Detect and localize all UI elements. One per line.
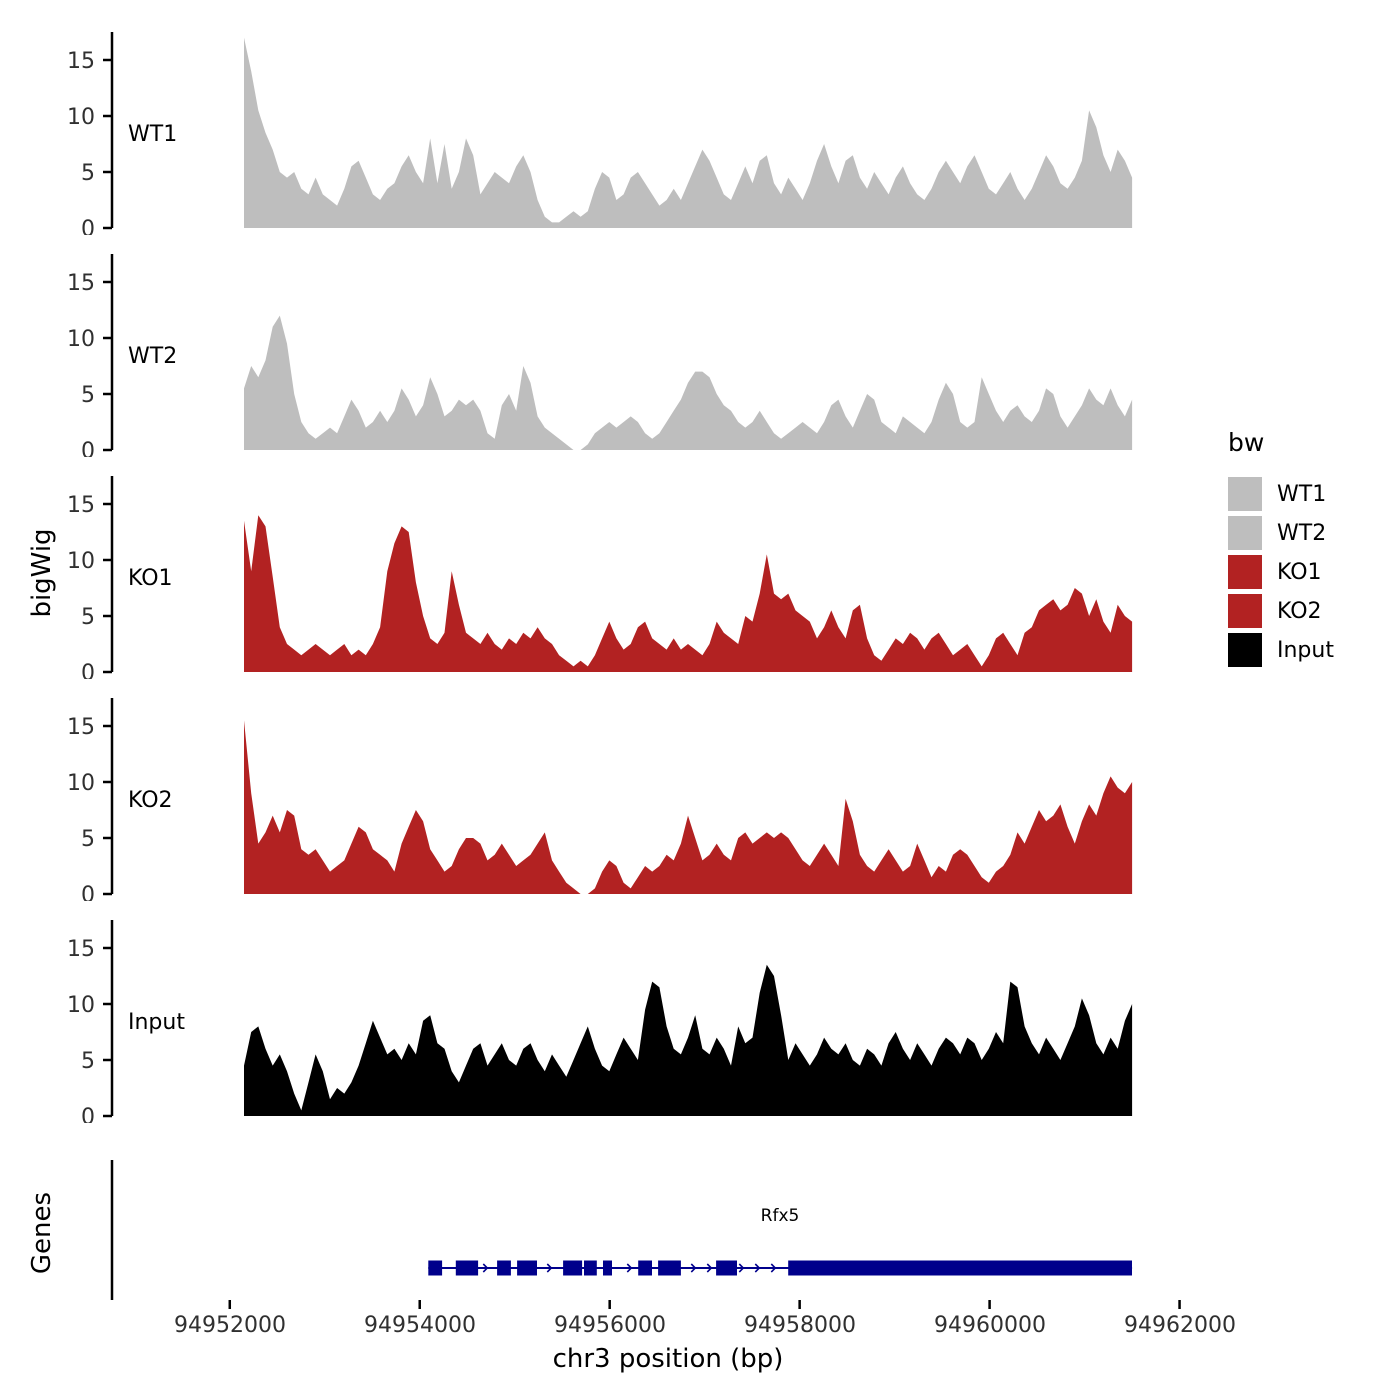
- coverage-track-svg-wt2: 0 5 10 15: [67, 254, 1133, 457]
- legend-title: bw: [1228, 428, 1265, 457]
- gene-strand-arrow-icon: [546, 1263, 553, 1273]
- legend-label: Input: [1277, 637, 1334, 663]
- y-tick-label: 5: [81, 827, 95, 852]
- x-tick-label: 94960000: [934, 1313, 1046, 1338]
- y-tick-label: 10: [67, 327, 95, 352]
- track-label-input: Input: [128, 1010, 185, 1035]
- coverage-area-wt1: [244, 37, 1133, 228]
- y-tick-label: 10: [67, 993, 95, 1018]
- legend-swatch-wt2: [1228, 516, 1262, 550]
- gene-exon: [455, 1260, 479, 1276]
- x-tick-label: 94962000: [1124, 1313, 1236, 1338]
- coverage-area-wt2: [244, 315, 1133, 450]
- legend-swatch-input: [1228, 633, 1262, 667]
- legend-item-ko2: KO2: [1228, 594, 1334, 628]
- y-tick-label: 0: [81, 1105, 95, 1123]
- legend-item-input: Input: [1228, 633, 1334, 667]
- y-tick-label: 0: [81, 883, 95, 901]
- legend-swatch-ko2: [1228, 594, 1262, 628]
- gene-exon: [517, 1260, 537, 1276]
- y-tick-label: 15: [67, 271, 95, 296]
- x-tick-label: 94958000: [744, 1313, 856, 1338]
- y-tick-label: 0: [81, 217, 95, 235]
- legend: bw WT1 WT2 KO1 KO2 Input: [1228, 428, 1334, 672]
- track-label-ko1: KO1: [128, 566, 173, 591]
- gene-name-label: Rfx5: [760, 1206, 800, 1226]
- gene-exon: [788, 1260, 1132, 1276]
- x-tick-label: 94956000: [554, 1313, 666, 1338]
- gene-exon: [584, 1260, 597, 1276]
- y-tick-label: 15: [67, 715, 95, 740]
- track-panel-ko1: 0 5 10 15 KO1: [0, 474, 1400, 679]
- y-tick-label: 15: [67, 493, 95, 518]
- gene-exon: [716, 1260, 737, 1276]
- coverage-area-ko1: [244, 515, 1133, 672]
- track-panel-wt1: 0 5 10 15 WT1: [0, 30, 1400, 235]
- coverage-area-input: [244, 964, 1133, 1116]
- y-tick-label: 0: [81, 661, 95, 679]
- genes-panel: [0, 1158, 1400, 1308]
- gene-strand-arrow-icon: [738, 1263, 745, 1273]
- gene-strand-arrow-icon: [690, 1263, 697, 1273]
- gene-strand-arrow-icon: [626, 1263, 633, 1273]
- x-axis-labels: 94952000 94954000 94956000 94958000 94960000…: [0, 1313, 1400, 1343]
- legend-label: WT1: [1277, 481, 1327, 507]
- track-label-ko2: KO2: [128, 788, 173, 813]
- y-tick-label: 5: [81, 161, 95, 186]
- gene-exon: [497, 1260, 511, 1276]
- gene-exon: [638, 1260, 652, 1276]
- legend-label: WT2: [1277, 520, 1327, 546]
- coverage-area-ko2: [244, 720, 1133, 894]
- gene-exon: [428, 1260, 443, 1276]
- legend-swatch-ko1: [1228, 555, 1262, 589]
- x-tick-label: 94954000: [364, 1313, 476, 1338]
- x-axis-title: chr3 position (bp): [552, 1344, 784, 1374]
- track-panel-ko2: 0 5 10 15 KO2: [0, 696, 1400, 901]
- legend-item-wt1: WT1: [1228, 477, 1334, 511]
- legend-item-ko1: KO1: [1228, 555, 1334, 589]
- coverage-track-svg-ko1: 0 5 10 15: [67, 476, 1133, 679]
- y-tick-label: 10: [67, 105, 95, 130]
- gene-exon: [658, 1260, 681, 1276]
- y-tick-label: 10: [67, 549, 95, 574]
- legend-label: KO1: [1277, 559, 1322, 585]
- coverage-track-svg-ko2: 0 5 10 15: [67, 698, 1133, 901]
- y-tick-label: 0: [81, 439, 95, 457]
- gene-exon: [563, 1260, 583, 1276]
- gene-strand-arrow-icon: [706, 1263, 713, 1273]
- legend-swatch-wt1: [1228, 477, 1262, 511]
- gene-strand-arrow-icon: [482, 1263, 489, 1273]
- coverage-track-svg-input: 0 5 10 15: [67, 920, 1133, 1123]
- legend-label: KO2: [1277, 598, 1322, 624]
- y-tick-label: 5: [81, 1049, 95, 1074]
- y-tick-label: 15: [67, 937, 95, 962]
- gene-strand-arrow-icon: [770, 1263, 777, 1273]
- gene-exon: [603, 1260, 612, 1276]
- track-panel-wt2: 0 5 10 15 WT2: [0, 252, 1400, 457]
- legend-items: WT1 WT2 KO1 KO2 Input: [1228, 477, 1334, 667]
- track-label-wt1: WT1: [128, 122, 178, 147]
- gene-model-svg: [110, 1160, 1133, 1300]
- x-tick-label: 94952000: [174, 1313, 286, 1338]
- gene-strand-arrow-icon: [754, 1263, 761, 1273]
- track-panel-input: 0 5 10 15 Input: [0, 918, 1400, 1123]
- y-tick-label: 10: [67, 771, 95, 796]
- y-tick-label: 15: [67, 49, 95, 74]
- x-axis-tick-marks: [228, 1300, 1181, 1309]
- track-label-wt2: WT2: [128, 344, 178, 369]
- y-tick-label: 5: [81, 605, 95, 630]
- coverage-track-svg-wt1: 0 5 10 15: [67, 32, 1133, 235]
- legend-item-wt2: WT2: [1228, 516, 1334, 550]
- y-tick-label: 5: [81, 383, 95, 408]
